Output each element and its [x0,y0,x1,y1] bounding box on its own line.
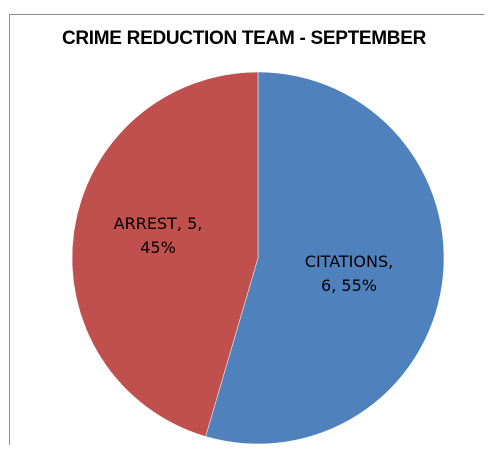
chart-title: CRIME REDUCTION TEAM - SEPTEMBER [61,28,427,49]
pie-slice-citations [205,71,445,445]
slice-label-arrest: ARREST, 5, 45% [114,214,203,257]
slice-label-citations: CITATIONS, 6, 55% [305,252,393,295]
pie-slice-arrest [71,71,259,437]
